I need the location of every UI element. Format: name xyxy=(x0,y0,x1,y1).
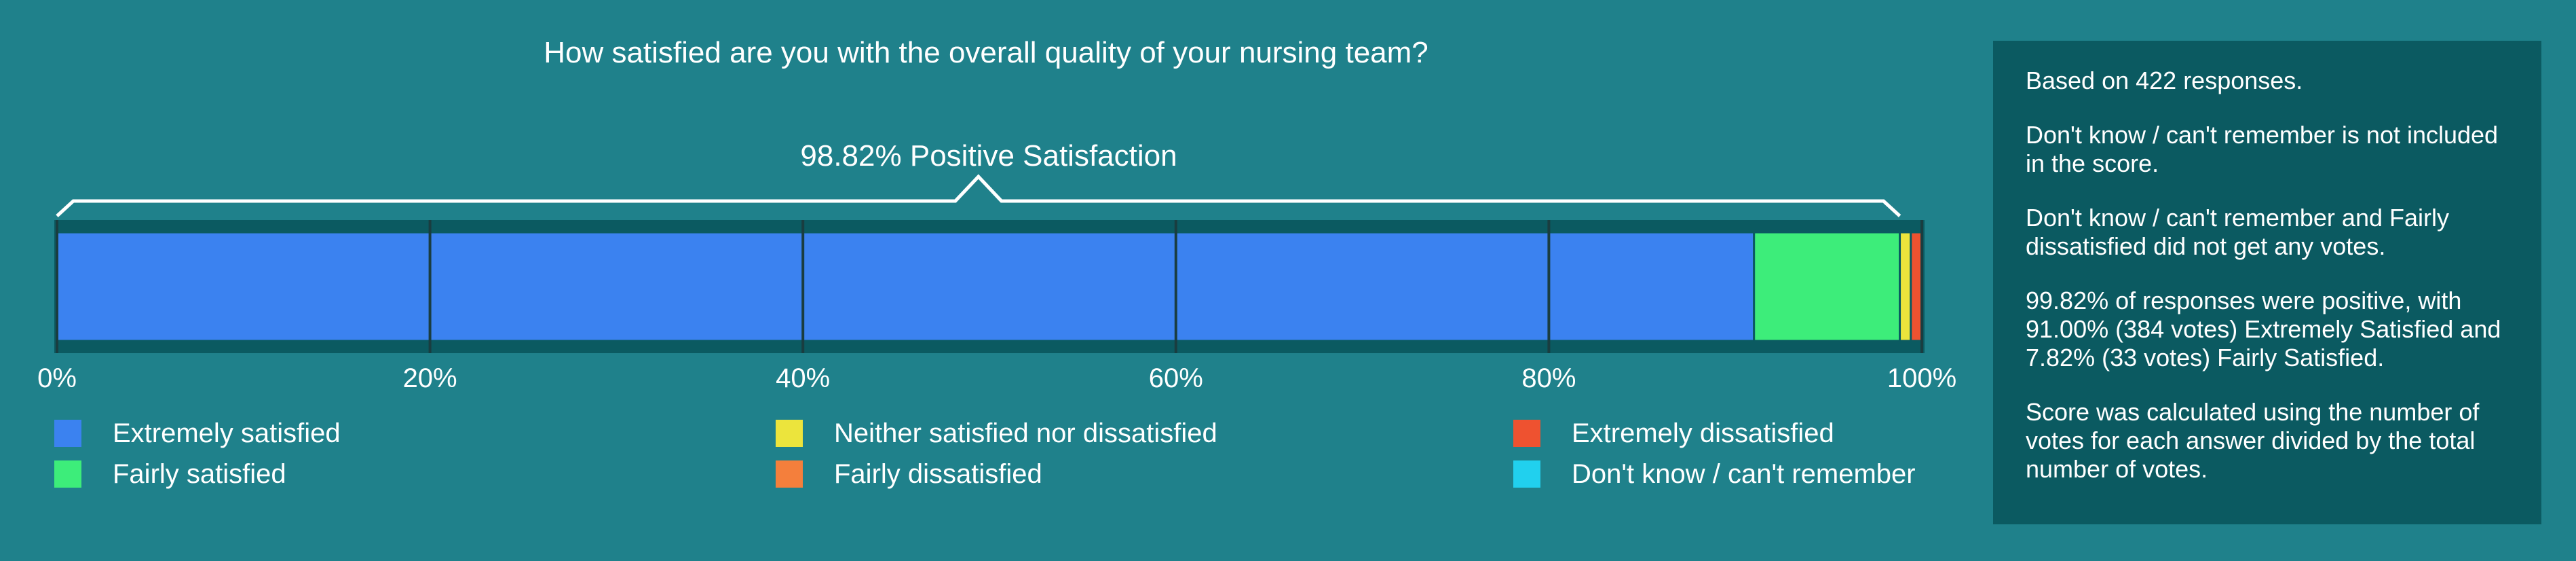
bar-segment-fairly-satisfied xyxy=(1753,231,1901,342)
legend-item: Fairly dissatisfied xyxy=(776,454,1217,494)
legend-label: Fairly dissatisfied xyxy=(834,459,1042,489)
legend-item: Neither satisfied nor dissatisfied xyxy=(776,413,1217,454)
legend-label: Extremely dissatisfied xyxy=(1572,418,1834,448)
x-tick-label: 0% xyxy=(37,363,77,393)
legend-swatch xyxy=(776,460,803,488)
legend-item: Extremely satisfied xyxy=(54,413,341,454)
legend-label: Fairly satisfied xyxy=(113,459,286,489)
note-score-method: Score was calculated using the number of… xyxy=(2026,398,2480,483)
x-tick-label: 40% xyxy=(776,363,830,393)
legend-column: Neither satisfied nor dissatisfied Fairly… xyxy=(776,413,1217,494)
bar-segment-extremely-satisfied xyxy=(56,231,1756,342)
bar-segment-extremely-dissatisfied xyxy=(1910,231,1923,342)
notes-panel: Based on 422 responses. Don't know / can… xyxy=(1993,41,2541,524)
note-no-votes: Don't know / can't remember and Fairly d… xyxy=(2026,204,2449,260)
bar-segment-neither-satisfied-nor-dissatisfied xyxy=(1899,231,1912,342)
legend-item: Extremely dissatisfied xyxy=(1513,413,1916,454)
legend-label: Don't know / can't remember xyxy=(1572,459,1916,489)
legend-column: Extremely satisfied Fairly satisfied xyxy=(54,413,341,494)
x-tick-label: 80% xyxy=(1521,363,1576,393)
x-tick-label: 60% xyxy=(1149,363,1203,393)
x-tick-label: 20% xyxy=(403,363,457,393)
note-positive-summary: 99.82% of responses were positive, with … xyxy=(2026,287,2501,372)
stacked-bar-chart: How satisfied are you with the overall q… xyxy=(37,36,1956,393)
chart-title: How satisfied are you with the overall q… xyxy=(544,36,1428,69)
note-responses: Based on 422 responses. xyxy=(2026,67,2303,94)
legend-swatch xyxy=(776,420,803,447)
legend-item: Fairly satisfied xyxy=(54,454,341,494)
legend-item: Don't know / can't remember xyxy=(1513,454,1916,494)
legend-swatch xyxy=(1513,420,1540,447)
x-tick-label: 100% xyxy=(1887,363,1956,393)
legend-column: Extremely dissatisfied Don't know / can't… xyxy=(1513,413,1916,494)
positive-satisfaction-label: 98.82% Positive Satisfaction xyxy=(800,139,1177,173)
legend-swatch xyxy=(54,460,81,488)
positive-satisfaction-bracket xyxy=(56,174,1901,217)
legend-swatch xyxy=(54,420,81,447)
legend-label: Neither satisfied nor dissatisfied xyxy=(834,418,1217,448)
legend-label: Extremely satisfied xyxy=(113,418,341,448)
note-exclusion: Don't know / can't remember is not inclu… xyxy=(2026,121,2499,177)
legend-swatch xyxy=(1513,460,1540,488)
